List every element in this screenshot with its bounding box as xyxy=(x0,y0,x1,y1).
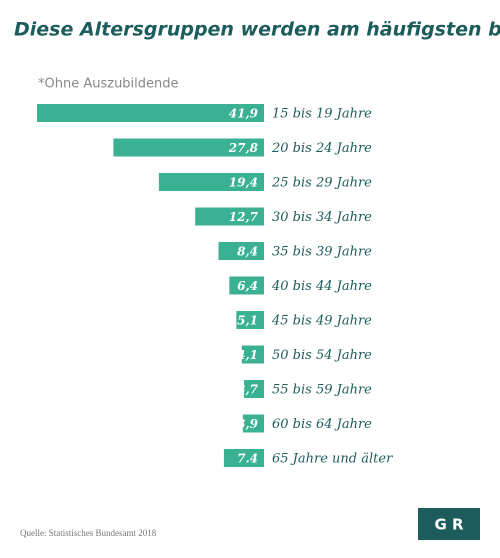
logo: G R xyxy=(434,516,464,534)
category-label: 40 bis 44 Jahre xyxy=(271,279,372,294)
category-label: 25 bis 29 Jahre xyxy=(271,176,372,191)
value-label: 19,4 xyxy=(229,176,258,190)
category-label: 60 bis 64 Jahre xyxy=(272,417,372,432)
category-label: 35 bis 39 Jahre xyxy=(272,245,372,260)
category-label: 50 bis 54 Jahre xyxy=(272,348,372,363)
bar xyxy=(218,242,264,260)
category-label: 20 bis 24 Jahre xyxy=(271,141,372,156)
value-label: 5,1 xyxy=(237,314,258,328)
bar xyxy=(229,276,264,295)
category-label: 55 bis 59 Jahre xyxy=(272,383,372,398)
value-label: 27,8 xyxy=(228,141,259,155)
bar xyxy=(37,104,264,122)
chart-subtitle: *Ohne Auszubildende xyxy=(38,77,179,92)
value-label: 41,9 xyxy=(229,107,259,121)
category-label: 15 bis 19 Jahre xyxy=(272,107,372,122)
value-label: 7.4 xyxy=(237,452,258,466)
bar xyxy=(236,311,264,329)
value-label: 4,1 xyxy=(237,348,258,362)
value-label: 8,4 xyxy=(237,245,258,259)
logo-box xyxy=(418,508,480,540)
category-label: 30 bis 34 Jahre xyxy=(272,210,372,225)
bar xyxy=(113,138,264,157)
category-label: 65 Jahre und älter xyxy=(272,452,393,467)
bar xyxy=(195,207,264,226)
chart-title: Diese Altersgruppen werden am häufigsten… xyxy=(14,19,500,41)
bar xyxy=(158,173,264,191)
bar xyxy=(242,414,264,433)
value-label: 3,7 xyxy=(237,383,259,397)
value-label: 6,4 xyxy=(237,279,258,293)
value-label: 3,9 xyxy=(237,417,259,431)
bar xyxy=(223,449,264,467)
bar xyxy=(243,380,264,398)
category-label: 45 bis 49 Jahre xyxy=(271,314,372,329)
source: Quelle: Statistisches Bundesamt 2018 xyxy=(20,528,157,538)
bar xyxy=(241,345,264,364)
value-label: 12,7 xyxy=(229,210,259,224)
